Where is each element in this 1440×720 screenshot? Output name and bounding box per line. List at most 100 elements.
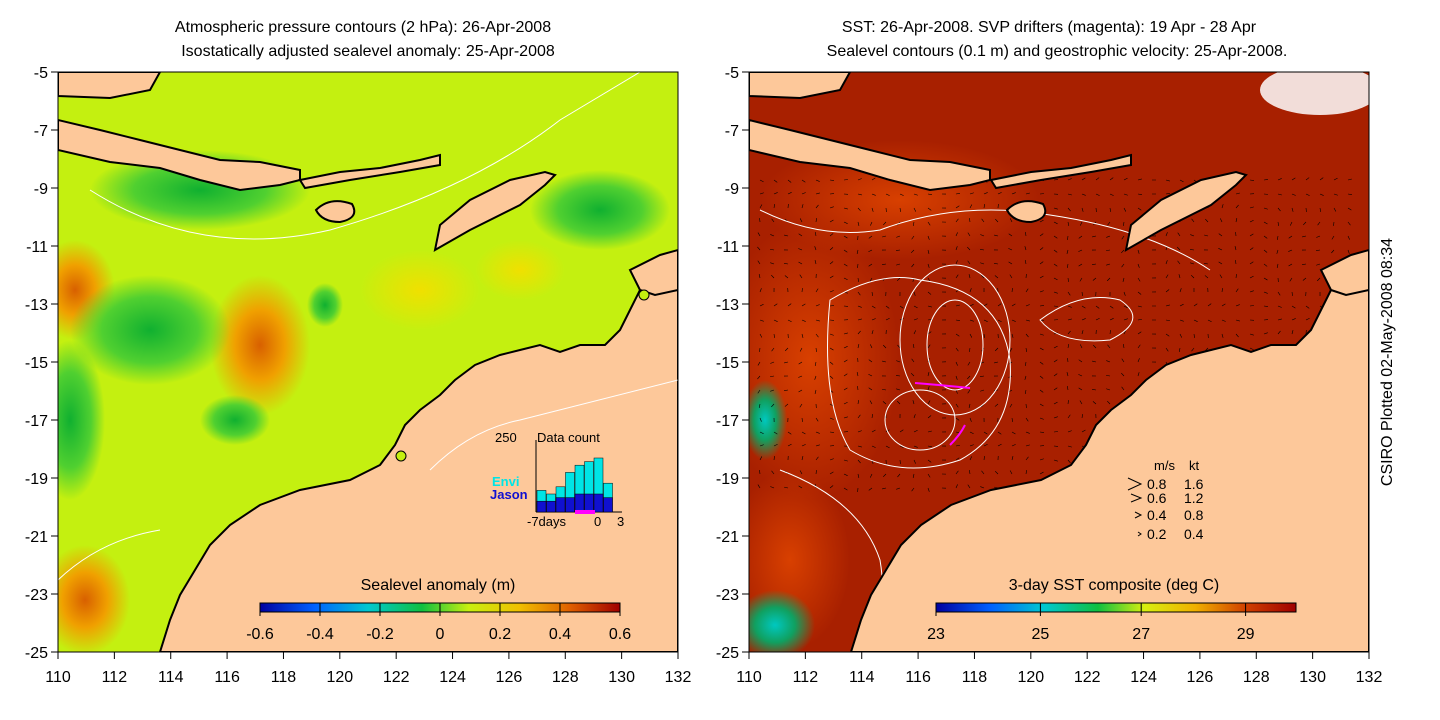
velocity-vector bbox=[1221, 287, 1223, 293]
velocity-vector bbox=[1165, 193, 1170, 195]
inset-jason-bar bbox=[555, 497, 566, 513]
right-xtick-label: 130 bbox=[1299, 669, 1326, 686]
velocity-vector bbox=[759, 192, 764, 195]
velocity-vector bbox=[980, 375, 985, 377]
velocity-vector bbox=[955, 361, 958, 366]
velocity-vector bbox=[955, 389, 958, 394]
velocity-vector bbox=[1009, 403, 1013, 408]
velocity-vector bbox=[896, 235, 901, 238]
sst-colorbar-tick-label: 27 bbox=[1132, 626, 1150, 643]
land-flores-sst bbox=[989, 153, 1132, 190]
velocity-vector bbox=[1276, 249, 1279, 254]
velocity-vector bbox=[801, 431, 806, 435]
velocity-vector bbox=[1123, 207, 1127, 212]
velocity-vector bbox=[757, 260, 761, 265]
velocity-vector bbox=[913, 207, 917, 212]
velocity-vector bbox=[770, 234, 775, 237]
velocity-vector bbox=[1053, 416, 1058, 419]
velocity-vector bbox=[896, 400, 901, 405]
velocity-vector bbox=[857, 430, 862, 433]
velocity-vector bbox=[983, 204, 985, 209]
velocity-vector bbox=[899, 305, 904, 309]
velocity-vector bbox=[968, 403, 971, 408]
velocity-legend-ms-0: 0.8 bbox=[1147, 476, 1167, 492]
velocity-vector bbox=[927, 386, 930, 391]
right-ytick-label: -7 bbox=[725, 123, 739, 140]
velocity-vector bbox=[1053, 277, 1058, 281]
right-xtick-label: 124 bbox=[1130, 669, 1157, 686]
velocity-vector bbox=[1176, 246, 1181, 251]
velocity-vector bbox=[896, 360, 901, 363]
velocity-vector bbox=[1235, 260, 1237, 265]
velocity-vector bbox=[843, 401, 848, 405]
velocity-vector bbox=[857, 178, 862, 181]
velocity-vector bbox=[773, 192, 778, 195]
velocity-vector bbox=[857, 330, 861, 335]
velocity-vector bbox=[911, 235, 915, 240]
sla-low-edge bbox=[58, 340, 105, 500]
velocity-vector bbox=[1067, 399, 1069, 405]
velocity-vector bbox=[1263, 277, 1268, 281]
velocity-vector bbox=[798, 375, 803, 378]
velocity-vector bbox=[927, 473, 931, 478]
right-xtick-label: 126 bbox=[1187, 669, 1214, 686]
velocity-vector bbox=[1277, 207, 1281, 212]
velocity-vector bbox=[1092, 388, 1097, 391]
velocity-vector bbox=[1109, 177, 1114, 181]
velocity-vector bbox=[1249, 233, 1254, 237]
velocity-vector bbox=[1011, 192, 1016, 195]
velocity-vector bbox=[1179, 333, 1183, 338]
velocity-vector bbox=[1137, 318, 1142, 321]
velocity-vector bbox=[1011, 333, 1014, 338]
sst-cooler-west bbox=[749, 220, 900, 500]
velocity-vector bbox=[1204, 275, 1209, 279]
velocity-vector bbox=[773, 443, 778, 447]
velocity-vector bbox=[913, 445, 918, 448]
velocity-vector bbox=[1123, 318, 1128, 321]
velocity-vector bbox=[1039, 403, 1044, 407]
velocity-vector bbox=[1109, 318, 1114, 321]
inset-jason-bar bbox=[565, 497, 575, 513]
velocity-vector bbox=[843, 249, 848, 253]
velocity-vector bbox=[757, 484, 761, 489]
left-xtick-label: 110 bbox=[45, 669, 71, 686]
velocity-vector bbox=[955, 274, 959, 279]
velocity-vector bbox=[1249, 290, 1254, 293]
velocity-vector bbox=[955, 218, 959, 223]
velocity-vector bbox=[913, 429, 918, 433]
sst-colorbar-bar bbox=[935, 602, 1297, 613]
velocity-vector bbox=[1235, 319, 1240, 322]
velocity-vector bbox=[882, 235, 887, 238]
velocity-vector bbox=[1025, 431, 1030, 434]
velocity-vector bbox=[798, 233, 803, 237]
left-ytick-label: -23 bbox=[25, 587, 48, 604]
velocity-vector bbox=[1263, 221, 1268, 225]
left-xtick-label: 130 bbox=[608, 669, 635, 686]
velocity-vector bbox=[843, 459, 848, 462]
velocity-vector bbox=[801, 333, 804, 338]
sla-colorbar-tick-label: 0.2 bbox=[489, 626, 511, 643]
velocity-vector bbox=[896, 263, 901, 266]
velocity-vector bbox=[871, 445, 876, 448]
velocity-vector bbox=[1066, 249, 1069, 254]
velocity-vector bbox=[1218, 261, 1223, 265]
velocity-vector bbox=[967, 361, 971, 366]
land-sumba-sst bbox=[1005, 200, 1047, 224]
velocity-vector bbox=[1207, 303, 1212, 307]
right-ytick-label: -15 bbox=[716, 355, 739, 372]
velocity-vector bbox=[927, 372, 930, 377]
velocity-vector bbox=[896, 277, 901, 282]
velocity-vector bbox=[927, 193, 932, 196]
velocity-vector bbox=[1191, 218, 1195, 223]
velocity-vector bbox=[955, 232, 958, 237]
plot-credit: CSIRO Plotted 02-May-2008 08:34 bbox=[1379, 238, 1396, 486]
velocity-vector bbox=[871, 330, 874, 335]
velocity-vector bbox=[967, 246, 971, 251]
velocity-vector bbox=[911, 358, 915, 363]
velocity-vector bbox=[994, 403, 999, 407]
velocity-vector bbox=[1053, 305, 1059, 307]
velocity-vector bbox=[896, 388, 901, 391]
sla-colorbar-tick-label: 0.6 bbox=[609, 626, 631, 643]
velocity-vector bbox=[1039, 333, 1044, 336]
velocity-vector bbox=[1123, 177, 1128, 181]
